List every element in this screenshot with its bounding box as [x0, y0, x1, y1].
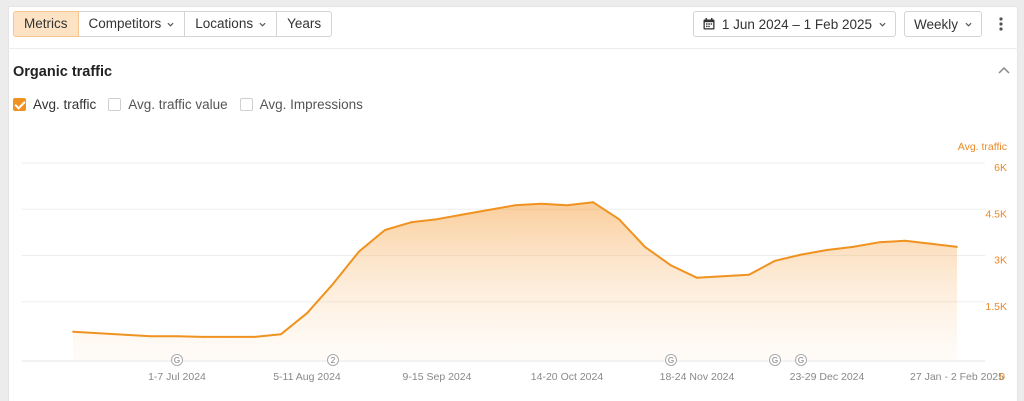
- tab-label: Competitors: [88, 16, 162, 31]
- legend-item[interactable]: Avg. traffic value: [108, 97, 228, 112]
- chevron-down-icon: [167, 22, 174, 27]
- data-point: [930, 242, 932, 245]
- y-tick-label: 6K: [994, 162, 1007, 174]
- x-tick-label: 5-11 Aug 2024: [273, 371, 341, 383]
- tab-label: Years: [287, 16, 322, 31]
- data-point: [150, 335, 152, 338]
- x-tick-label: 27 Jan - 2 Feb 2025: [910, 371, 1004, 383]
- right-tools: 1 Jun 2024 – 1 Feb 2025 Weekly: [692, 11, 1012, 37]
- data-point: [540, 202, 542, 205]
- more-options-icon[interactable]: [990, 12, 1012, 36]
- data-point: [774, 259, 776, 262]
- y-axis-title: Avg. traffic: [958, 141, 1007, 153]
- data-point: [800, 253, 802, 256]
- tab-label: Metrics: [24, 16, 68, 31]
- data-point: [696, 276, 698, 279]
- tab-years[interactable]: Years: [277, 11, 333, 37]
- x-tick-label: 1-7 Jul 2024: [148, 371, 206, 383]
- data-point: [644, 246, 646, 248]
- data-point: [358, 250, 360, 253]
- data-point: [306, 312, 308, 315]
- data-point: [722, 275, 724, 278]
- data-point: [410, 221, 412, 224]
- annotation-marker[interactable]: 2: [327, 354, 339, 366]
- data-point: [436, 218, 438, 221]
- data-point: [384, 229, 386, 231]
- x-tick-label: 18-24 Nov 2024: [660, 371, 735, 383]
- legend-label: Avg. traffic: [33, 97, 97, 112]
- toolbar-divider: [0, 48, 1024, 49]
- data-point: [488, 209, 490, 211]
- legend-label: Avg. Impressions: [259, 97, 363, 112]
- date-range-label: 1 Jun 2024 – 1 Feb 2025: [721, 16, 872, 32]
- x-tick-label: 14-20 Oct 2024: [531, 371, 604, 383]
- data-point: [592, 201, 594, 204]
- y-tick-label: 4.5K: [985, 208, 1007, 220]
- data-point: [618, 218, 620, 221]
- checkbox[interactable]: [108, 98, 122, 111]
- checkbox[interactable]: [239, 98, 253, 111]
- calendar-icon: [703, 18, 715, 30]
- data-point: [202, 336, 204, 338]
- y-tick-zero: 0: [999, 371, 1005, 383]
- data-point: [956, 246, 958, 248]
- data-point: [332, 283, 334, 285]
- annotation-label: G: [772, 356, 778, 365]
- tab-metrics[interactable]: Metrics: [13, 11, 79, 37]
- data-point: [826, 249, 828, 251]
- data-point: [280, 333, 282, 336]
- legend: Avg. traffic Avg. traffic value Avg. Impre…: [13, 97, 363, 112]
- data-point: [176, 335, 178, 338]
- data-point: [124, 333, 126, 336]
- chevron-down-icon: [965, 22, 972, 27]
- data-point: [72, 330, 74, 333]
- data-point: [670, 264, 672, 267]
- data-point: [852, 246, 854, 248]
- granularity-label: Weekly: [913, 16, 958, 32]
- annotation-label: 2: [331, 356, 336, 365]
- data-point: [514, 204, 516, 207]
- data-point: [566, 204, 568, 207]
- tab-competitors[interactable]: Competitors: [78, 11, 186, 37]
- legend-label: Avg. traffic value: [128, 97, 228, 112]
- annotation-label: G: [668, 356, 674, 365]
- annotation-marker[interactable]: G: [665, 354, 677, 366]
- x-tick-label: 23-29 Dec 2024: [790, 371, 865, 383]
- data-point: [462, 213, 464, 216]
- annotation-label: G: [798, 356, 804, 365]
- chevron-up-icon[interactable]: [996, 64, 1012, 78]
- data-point: [254, 336, 256, 338]
- tab-label: Locations: [195, 16, 254, 31]
- y-tick-label: 3K: [994, 255, 1007, 267]
- y-tick-label: 1.5K: [985, 301, 1007, 313]
- data-point: [98, 332, 100, 335]
- annotation-marker[interactable]: G: [795, 354, 807, 366]
- data-point: [228, 336, 230, 338]
- annotation-label: G: [174, 356, 180, 365]
- annotation-marker[interactable]: G: [769, 354, 781, 366]
- date-range-button[interactable]: 1 Jun 2024 – 1 Feb 2025: [692, 11, 896, 37]
- granularity-select[interactable]: Weekly: [903, 11, 982, 37]
- legend-item[interactable]: Avg. Impressions: [239, 97, 363, 112]
- x-tick-label: 9-15 Sep 2024: [403, 371, 472, 383]
- checkbox[interactable]: [13, 98, 26, 111]
- data-point: [878, 241, 880, 244]
- chevron-down-icon: [259, 22, 266, 27]
- section-title: Organic traffic: [13, 64, 113, 80]
- series-area: [73, 202, 957, 361]
- legend-item[interactable]: Avg. traffic: [13, 97, 96, 112]
- tab-locations[interactable]: Locations: [185, 11, 278, 37]
- data-point: [904, 239, 906, 242]
- data-point: [748, 273, 750, 276]
- toolbar: Metrics Competitors Locations Years: [13, 11, 333, 37]
- chevron-down-icon: [879, 22, 886, 27]
- annotation-marker[interactable]: G: [171, 354, 183, 366]
